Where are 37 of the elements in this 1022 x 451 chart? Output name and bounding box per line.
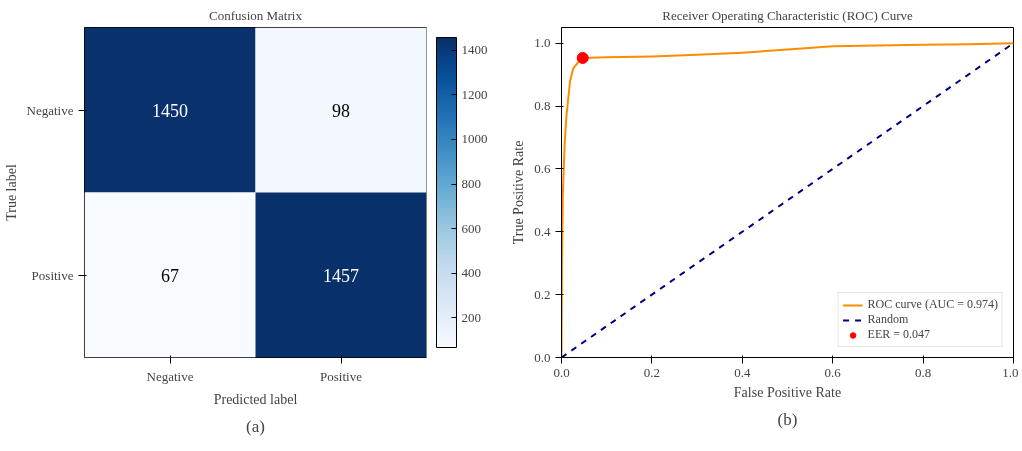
text: (b) [777, 409, 798, 429]
legend-label: Random [867, 312, 909, 327]
color-bar-label: 1200 [461, 86, 488, 102]
y-axis-title: True label [3, 164, 19, 221]
x-tick-label: 0.0 [553, 364, 570, 380]
x-tick-label: Positive [320, 368, 363, 384]
y-tick-label: 0.8 [534, 98, 551, 114]
y-tick-label: 0.6 [534, 160, 551, 176]
y-tick-label: 0.0 [534, 349, 551, 365]
x-tick-label: 0.4 [734, 364, 751, 380]
data-label: 1457 [323, 265, 359, 286]
x-tick-label: 0.6 [824, 364, 842, 380]
data-label: 67 [161, 265, 179, 286]
y-tick-label: 0.2 [534, 286, 551, 302]
y-tick-label: 0.4 [534, 223, 551, 239]
data-label: 98 [332, 100, 350, 121]
color-bar-label: 1400 [461, 42, 488, 58]
x-tick-label: Negative [146, 368, 194, 384]
legend-label: EER = 0.047 [867, 327, 931, 342]
color-bar-label: 1000 [461, 131, 488, 147]
color-bar-label: 400 [461, 265, 481, 281]
y-tick-label: 1.0 [534, 35, 551, 51]
x-axis-title: Predicted label [213, 391, 298, 407]
color-bar-label: 800 [461, 176, 481, 192]
color-bar-label: 600 [461, 220, 481, 236]
legend-label: ROC curve (AUC = 0.974) [867, 297, 998, 312]
chart-title: Confusion Matrix [209, 7, 303, 23]
text: (a) [246, 416, 265, 436]
x-tick-label: 0.8 [914, 364, 932, 380]
chart-title: Receiver Operating Characteristic (ROC) Curve [662, 7, 913, 23]
data-label: 1450 [152, 100, 188, 121]
x-tick-label: 1.0 [1002, 364, 1019, 380]
x-tick-label: 0.2 [643, 364, 661, 380]
x-axis-title: False Positive Rate [733, 384, 842, 400]
line-series [561, 42, 1014, 358]
color-bar-label: 200 [461, 309, 481, 325]
y-axis-title: True Positive Rate [511, 140, 527, 245]
